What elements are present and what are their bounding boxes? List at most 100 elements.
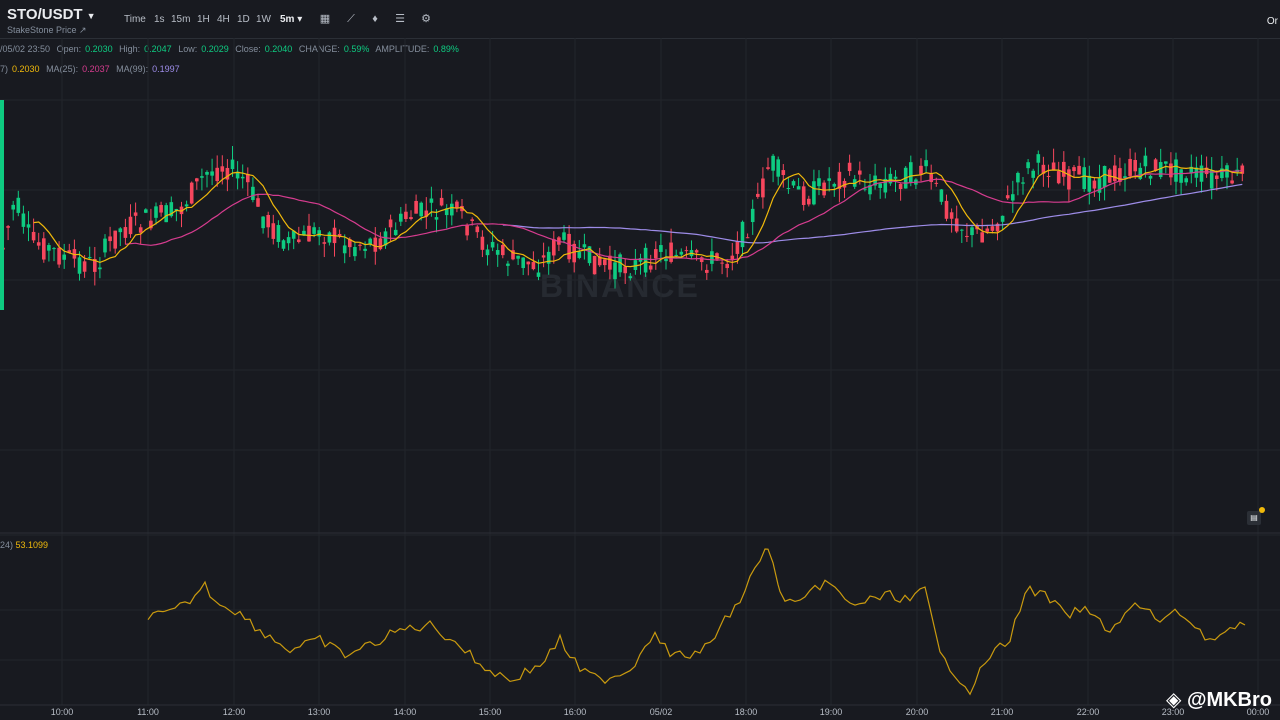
high-value: 0.2047 — [144, 44, 172, 54]
candle-body — [149, 220, 153, 229]
candle-body — [154, 206, 158, 218]
top-right-text[interactable]: Or — [1266, 16, 1278, 27]
tf-5m[interactable]: 5m ▾ — [280, 14, 303, 25]
ma7-line — [33, 165, 1243, 268]
candle-body — [108, 236, 112, 242]
candle-body — [1031, 170, 1035, 178]
candle-body — [965, 235, 969, 238]
candle-body — [1016, 172, 1020, 183]
candle-body — [317, 230, 321, 237]
candle-body — [603, 259, 607, 266]
tf-1s[interactable]: 1s — [154, 14, 165, 25]
x-tick-label: 05/02 — [650, 707, 673, 717]
candle-body — [215, 167, 219, 182]
symbol-selector[interactable]: STO/USDT ▼ — [7, 6, 96, 23]
x-tick-label: 15:00 — [479, 707, 502, 717]
candle-body — [490, 241, 495, 248]
settings-button[interactable]: ▤ — [1247, 511, 1261, 525]
calendar-icon[interactable]: ▦ — [319, 13, 331, 25]
candle-body — [409, 217, 413, 220]
candle-body — [1087, 175, 1092, 192]
tf-1d[interactable]: 1D — [237, 14, 250, 25]
tf-1h[interactable]: 1H — [197, 14, 210, 25]
candle-body — [613, 262, 617, 280]
tf-1w[interactable]: 1W — [256, 14, 271, 25]
candle-body — [1011, 194, 1015, 201]
x-tick-label: 23:00 — [1162, 707, 1185, 717]
indicator-icon[interactable]: ⟋ — [347, 13, 355, 25]
candle-body — [1199, 165, 1204, 182]
candle-body — [929, 174, 933, 182]
candle-body — [1082, 167, 1086, 189]
gear-icon[interactable]: ⚙ — [421, 13, 431, 25]
candle-body — [1169, 163, 1173, 178]
candle-body — [919, 165, 923, 175]
x-tick-label: 18:00 — [735, 707, 758, 717]
candle-body — [1138, 167, 1143, 179]
candle-body — [552, 239, 556, 256]
candle-body — [980, 232, 984, 243]
candle-body — [72, 249, 77, 259]
candle-body — [1174, 159, 1178, 182]
candle-body — [654, 249, 658, 259]
symbol-subtitle[interactable]: StakeStone Price ↗ — [7, 25, 87, 35]
candle-body — [281, 240, 286, 249]
layout-icon[interactable]: ☰ — [395, 13, 405, 25]
ma25-line — [125, 170, 1243, 261]
candle-body — [949, 212, 954, 219]
candle-body — [470, 219, 474, 221]
candle-body — [572, 243, 576, 263]
x-tick-label: 13:00 — [308, 707, 331, 717]
candle-body — [659, 245, 663, 252]
candle-body — [62, 254, 66, 260]
candle-body — [429, 198, 434, 203]
candle-body — [582, 244, 587, 248]
candle-body — [735, 241, 740, 254]
candle-body — [501, 244, 505, 256]
candle-body — [516, 255, 520, 259]
candle-body — [297, 239, 301, 242]
candle-body — [460, 205, 464, 212]
tf-time[interactable]: Time — [124, 14, 146, 25]
ma99-value: 0.1997 — [152, 64, 180, 74]
close-value: 0.2040 — [264, 44, 293, 54]
candle-body — [1000, 215, 1005, 222]
candle-body — [740, 221, 745, 248]
candle-body — [771, 155, 775, 171]
candle-body — [766, 167, 770, 169]
open-value: 0.2030 — [85, 44, 113, 54]
candle-body — [1046, 175, 1051, 177]
tf-4h[interactable]: 4H — [217, 14, 230, 25]
candle-body — [169, 202, 174, 217]
candle-body — [439, 197, 444, 206]
candle-body — [113, 230, 117, 249]
candle-body — [414, 200, 418, 214]
candle-body — [220, 166, 225, 172]
candle-body — [633, 260, 638, 270]
notification-dot — [1259, 507, 1265, 513]
indicator-row: 24) 53.1099 — [0, 540, 48, 550]
candle-body — [562, 232, 566, 240]
candle-body — [159, 204, 163, 213]
candle-body — [378, 238, 383, 250]
tf-15m[interactable]: 15m — [171, 14, 191, 25]
candle-body — [307, 225, 311, 242]
candle-body — [577, 251, 582, 258]
candle-body — [67, 250, 72, 253]
chart-type-icon[interactable]: ♦ — [372, 13, 378, 25]
candle-body — [934, 182, 939, 184]
candle-body — [276, 225, 281, 242]
candle-body — [1215, 175, 1219, 179]
candle-body — [781, 170, 786, 176]
candle-body — [1113, 165, 1117, 182]
candle-body — [353, 247, 357, 257]
candle-body — [450, 203, 454, 216]
candle-body — [1209, 170, 1214, 189]
candle-body — [210, 171, 214, 176]
candle-body — [1179, 169, 1183, 183]
candle-body — [694, 250, 699, 253]
candle-body — [363, 248, 367, 251]
x-tick-label: 19:00 — [820, 707, 843, 717]
candle-body — [715, 253, 719, 260]
